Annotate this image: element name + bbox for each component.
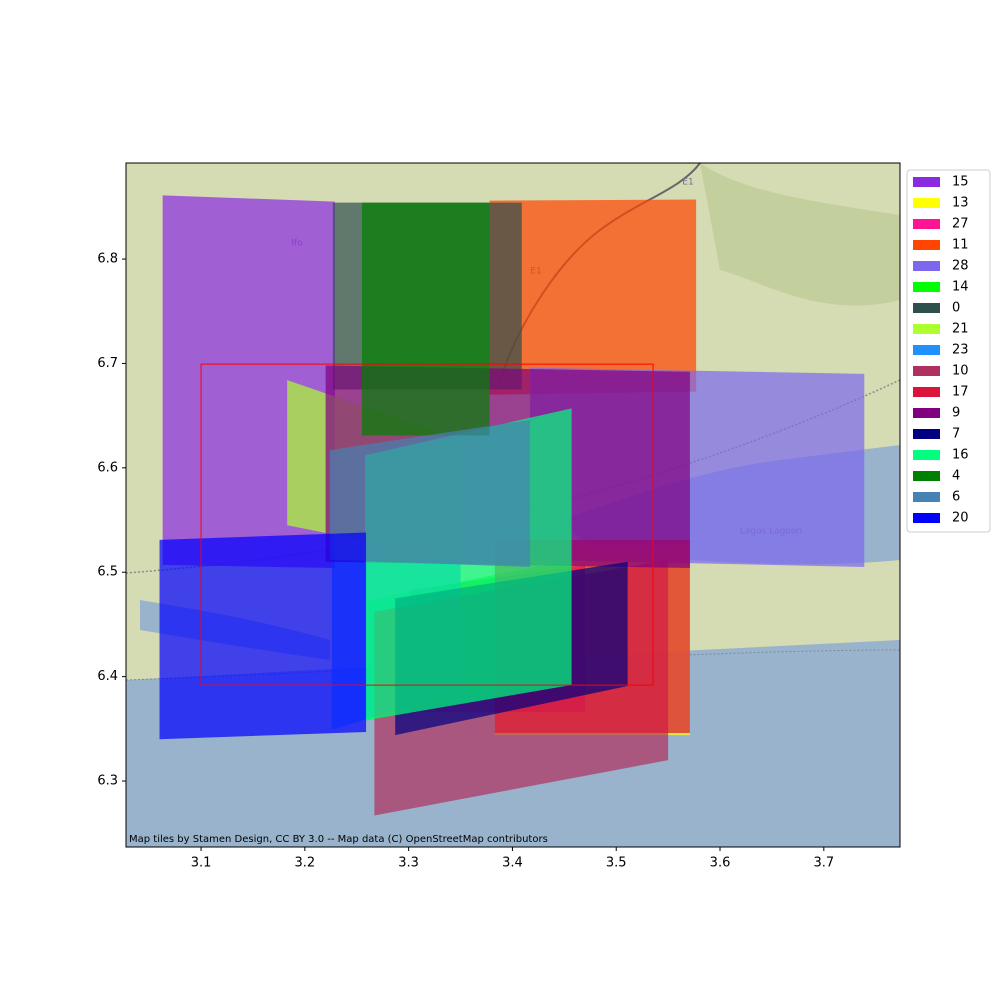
x-tick-label: 3.1 xyxy=(191,856,212,871)
y-tick-label: 6.7 xyxy=(97,356,118,371)
legend-label: 28 xyxy=(952,259,969,274)
legend-swatch xyxy=(913,261,940,271)
legend-label: 0 xyxy=(952,301,960,316)
x-tick-label: 3.6 xyxy=(710,856,731,871)
legend-swatch xyxy=(913,408,940,418)
legend-label: 11 xyxy=(952,238,969,253)
legend-swatch xyxy=(913,492,940,502)
legend-label: 9 xyxy=(952,406,960,421)
x-tick-label: 3.5 xyxy=(606,856,627,871)
map-label: E1 xyxy=(682,178,693,188)
legend-swatch xyxy=(913,429,940,439)
plot-frame xyxy=(125,162,901,848)
legend-swatch xyxy=(913,345,940,355)
y-tick-label: 6.6 xyxy=(97,460,118,475)
legend-swatch xyxy=(913,324,940,334)
x-tick-label: 3.7 xyxy=(813,856,834,871)
legend-label: 6 xyxy=(952,490,960,505)
attribution: Map tiles by Stamen Design, CC BY 3.0 --… xyxy=(129,834,548,845)
legend-swatch xyxy=(913,282,940,292)
legend-label: 20 xyxy=(952,511,969,526)
legend-label: 7 xyxy=(952,427,960,442)
basemap: Ifo Lagos Lagoon E1 E1 E1 xyxy=(126,163,900,847)
region xyxy=(329,419,531,568)
y-tick-label: 6.8 xyxy=(97,252,118,267)
legend-label: 23 xyxy=(952,343,969,358)
legend-label: 17 xyxy=(952,385,969,400)
legend-swatch xyxy=(913,219,940,229)
legend-swatch xyxy=(913,513,940,523)
y-tick-label: 6.3 xyxy=(97,774,118,789)
y-tick-label: 6.5 xyxy=(97,565,118,580)
legend-swatch xyxy=(913,177,940,187)
x-tick-label: 3.4 xyxy=(502,856,523,871)
legend-label: 16 xyxy=(952,448,969,463)
legend-label: 10 xyxy=(952,364,969,379)
region xyxy=(159,532,367,740)
legend-label: 21 xyxy=(952,322,969,337)
legend-swatch xyxy=(913,450,940,460)
legend-swatch xyxy=(913,387,940,397)
legend-swatch xyxy=(913,240,940,250)
legend-label: 4 xyxy=(952,469,960,484)
region xyxy=(489,199,697,395)
legend-swatch xyxy=(913,198,940,208)
legend-label: 27 xyxy=(952,217,969,232)
legend-swatch xyxy=(913,366,940,376)
legend-swatch xyxy=(913,471,940,481)
x-tick-label: 3.3 xyxy=(398,856,419,871)
x-tick-label: 3.2 xyxy=(294,856,315,871)
legend-label: 15 xyxy=(952,175,969,190)
legend-label: 14 xyxy=(952,280,969,295)
y-tick-label: 6.4 xyxy=(97,669,118,684)
legend xyxy=(906,169,991,533)
legend-label: 13 xyxy=(952,196,969,211)
region xyxy=(361,202,490,436)
bounding-box xyxy=(200,363,654,686)
legend-swatch xyxy=(913,303,940,313)
